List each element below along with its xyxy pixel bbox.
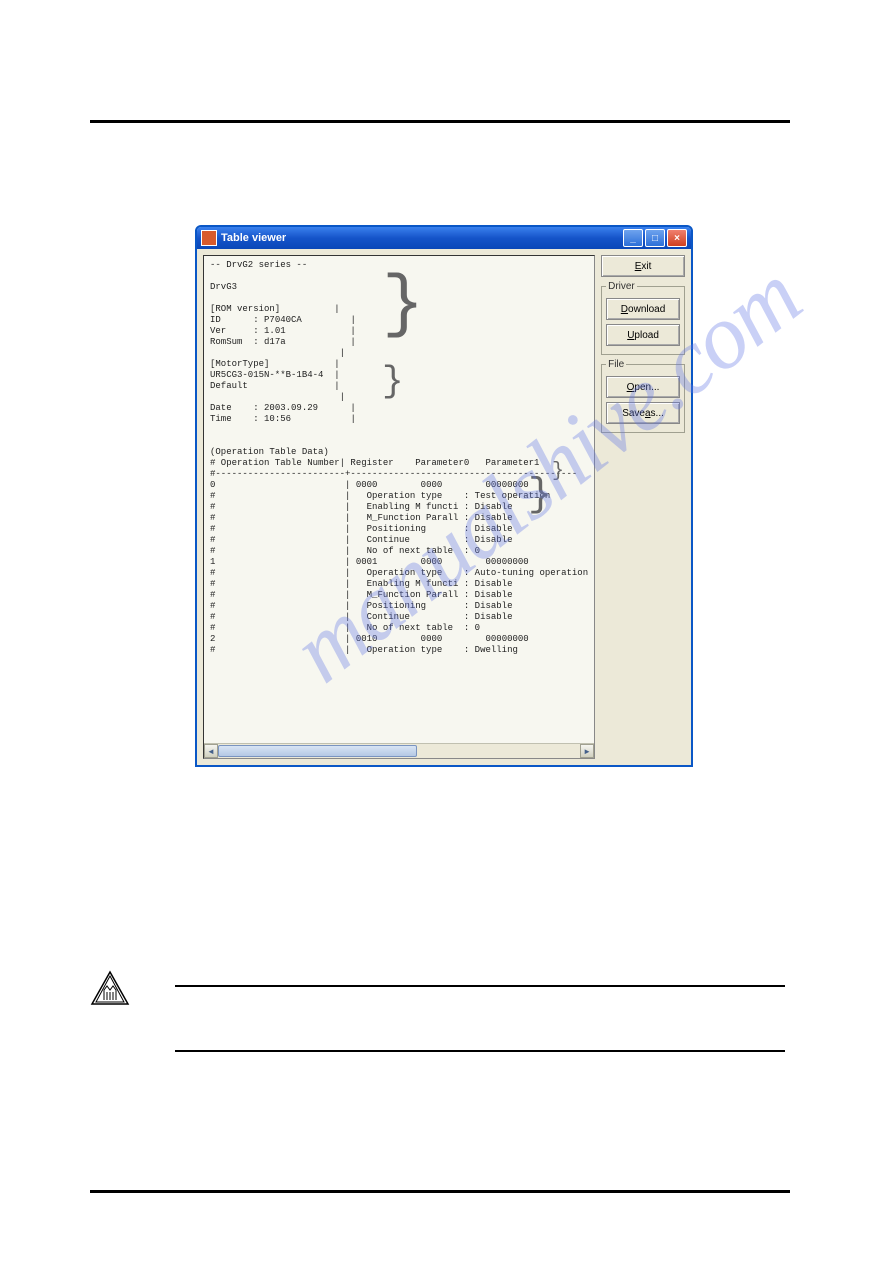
divider-caution-bottom <box>175 1050 785 1052</box>
row-num: 2 <box>210 634 215 644</box>
text-value: P7040CA <box>264 315 302 325</box>
text-line: DrvG3 <box>210 282 237 292</box>
text-label: Time <box>210 414 232 424</box>
side-panel: Exit Driver Download Upload File Open...… <box>601 255 685 759</box>
driver-group-label: Driver <box>606 281 637 292</box>
text-value: 1.01 <box>264 326 286 336</box>
text-line: -- DrvG2 series -- <box>210 260 307 270</box>
text-label: RomSum <box>210 337 242 347</box>
open-button[interactable]: Open... <box>606 376 680 398</box>
driver-group: Driver Download Upload <box>601 281 685 355</box>
text-line: (Operation Table Data) <box>210 447 329 457</box>
text-line: #------------------------+--------------… <box>210 469 577 479</box>
window-title: Table viewer <box>221 232 623 244</box>
text-value: 2003.09.29 <box>264 403 318 413</box>
text-view-wrap: -- DrvG2 series -- DrvG3 [ROM version] |… <box>203 255 595 759</box>
client-area: -- DrvG2 series -- DrvG3 [ROM version] |… <box>197 249 691 765</box>
window-controls: _ □ × <box>623 229 687 247</box>
brace-icon: } <box>552 466 564 477</box>
file-group-label: File <box>606 359 626 370</box>
maximize-button[interactable]: □ <box>645 229 665 247</box>
titlebar[interactable]: Table viewer _ □ × <box>197 227 691 249</box>
app-icon <box>201 230 217 246</box>
text-value: 10:56 <box>264 414 291 424</box>
scroll-right-icon[interactable]: ► <box>580 744 594 758</box>
horizontal-scrollbar[interactable]: ◄ ► <box>204 743 594 758</box>
text-label: Date <box>210 403 232 413</box>
scroll-track[interactable] <box>218 744 580 758</box>
exit-button[interactable]: Exit <box>601 255 685 277</box>
text-value: Default <box>210 381 248 391</box>
saveas-button[interactable]: Save as... <box>606 402 680 424</box>
text-value: UR5CG3-015N-**B-1B4-4 <box>210 370 323 380</box>
divider-caution-top <box>175 985 785 987</box>
minimize-button[interactable]: _ <box>623 229 643 247</box>
table-viewer-window: Table viewer _ □ × -- DrvG2 series -- Dr… <box>195 225 693 767</box>
text-line: # Operation Table Number| Register Param… <box>210 458 539 468</box>
brace-icon: } <box>382 300 424 311</box>
download-button[interactable]: Download <box>606 298 680 320</box>
text-value: d17a <box>264 337 286 347</box>
brace-icon: } <box>382 376 404 387</box>
text-view[interactable]: -- DrvG2 series -- DrvG3 [ROM version] |… <box>204 256 594 743</box>
upload-button[interactable]: Upload <box>606 324 680 346</box>
scroll-left-icon[interactable]: ◄ <box>204 744 218 758</box>
divider-bottom <box>90 1190 790 1193</box>
file-group: File Open... Save as... <box>601 359 685 433</box>
caution-icon <box>90 970 130 1006</box>
brace-icon: } <box>528 490 552 501</box>
divider-top <box>90 120 790 123</box>
text-line: [ROM version] <box>210 304 280 314</box>
text-label: Ver <box>210 326 226 336</box>
row-num: 0 <box>210 480 215 490</box>
scroll-thumb[interactable] <box>218 745 417 757</box>
close-button[interactable]: × <box>667 229 687 247</box>
row-num: 1 <box>210 557 215 567</box>
text-line: [MotorType] <box>210 359 269 369</box>
text-label: ID <box>210 315 221 325</box>
